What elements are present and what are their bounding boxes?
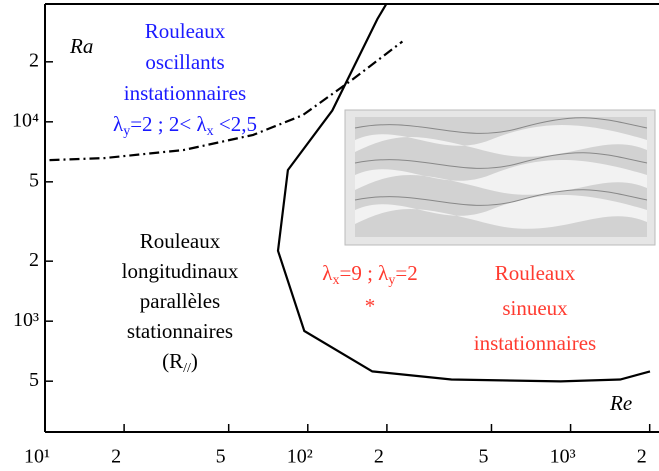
boundary-curve xyxy=(49,40,404,162)
annotation-subscript: // xyxy=(183,361,191,376)
annotation-line: λx​=9 ; λy​=2 xyxy=(322,261,417,288)
annotation-text: =2 ; 2< λ xyxy=(130,112,207,136)
annotation-text: parallèles xyxy=(140,289,220,313)
annotation-subscript: x xyxy=(207,124,214,139)
x-tick-label: 2 xyxy=(374,446,384,468)
annotation-text: (R xyxy=(162,349,183,373)
annotation-line: (R//​) xyxy=(162,349,198,376)
y-tick-label: 2 xyxy=(29,249,39,271)
annotation-text: Rouleaux xyxy=(140,229,221,253)
annotation-text: λ xyxy=(113,112,124,136)
annotation-text: stationnaires xyxy=(127,319,233,343)
annotation-line: * xyxy=(365,294,376,318)
y-tick-label: 5 xyxy=(29,369,39,391)
y-tick-label: 10³ xyxy=(13,309,39,331)
annotation-text: oscillants xyxy=(145,50,224,74)
x-tick-label: 2 xyxy=(111,446,121,468)
annotation-text: sinueux xyxy=(502,296,568,320)
x-tick-label: 10² xyxy=(287,446,313,468)
annotation-line: Rouleaux xyxy=(145,19,226,43)
annotation-subscript: x xyxy=(332,273,339,288)
annotation-subscript: y xyxy=(388,273,395,288)
annotation-line: oscillants xyxy=(145,50,224,74)
annotation-text: <2,5 xyxy=(214,112,257,136)
inset-image xyxy=(344,109,656,246)
annotation-subscript: y xyxy=(123,124,130,139)
annotation-line: Rouleaux xyxy=(140,229,221,253)
annotation-line: Rouleaux xyxy=(495,261,576,285)
annotation-text: instationnaires xyxy=(124,81,246,105)
x-tick-label: 10¹ xyxy=(24,446,50,468)
boundary-curve xyxy=(276,3,651,383)
annotation-text: ) xyxy=(191,349,198,373)
annotation-text: =2 xyxy=(395,261,417,285)
annotation-line: sinueux xyxy=(502,296,568,320)
y-axis-label: Ra xyxy=(69,34,93,58)
annotation-line: parallèles xyxy=(140,289,220,313)
annotation-text: =9 ; λ xyxy=(339,261,389,285)
x-axis-label: Re xyxy=(609,391,632,415)
annotation-line: instationnaires xyxy=(474,331,596,355)
x-tick-label: 5 xyxy=(478,446,488,468)
annotation-line: instationnaires xyxy=(124,81,246,105)
annotation-line: stationnaires xyxy=(127,319,233,343)
x-tick-label: 10³ xyxy=(550,446,576,468)
annotation-text: instationnaires xyxy=(474,331,596,355)
y-tick-label: 5 xyxy=(29,169,39,191)
y-tick-label: 10⁴ xyxy=(12,109,39,131)
y-tick-label: 2 xyxy=(29,49,39,71)
annotation-text: * xyxy=(365,294,376,318)
annotation-text: longitudinaux xyxy=(122,259,239,283)
x-tick-label: 5 xyxy=(216,446,226,468)
annotation-line: longitudinaux xyxy=(122,259,239,283)
annotation-text: Rouleaux xyxy=(495,261,576,285)
annotation-line: λy​=2 ; 2< λx​ <2,5 xyxy=(113,112,257,139)
x-tick-label: 2 xyxy=(637,446,647,468)
annotation-text: λ xyxy=(322,261,333,285)
annotation-text: Rouleaux xyxy=(145,19,226,43)
